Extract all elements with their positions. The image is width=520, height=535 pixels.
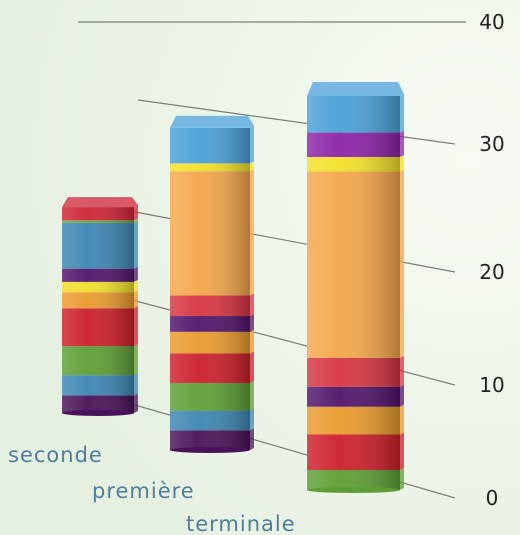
bar-segment-side xyxy=(134,205,138,221)
bar-segment-side xyxy=(134,290,138,309)
category-label-2: terminale xyxy=(186,512,296,535)
bar-segment-side xyxy=(134,373,138,396)
bar-segment-side xyxy=(250,381,254,411)
bar-segment-side xyxy=(250,293,254,317)
bar-segment-side xyxy=(250,161,254,172)
bar-segment-side xyxy=(134,306,138,347)
bar-top-cap xyxy=(307,81,404,96)
bar-base xyxy=(62,410,134,416)
bar-segment-side xyxy=(400,169,404,358)
bar-base xyxy=(307,487,400,493)
bar-top-cap xyxy=(62,197,138,208)
y-tick-label-40: 40 xyxy=(479,10,504,34)
bar-segment-side xyxy=(250,428,254,450)
y-axis-ticks: 0 10 20 30 40 xyxy=(479,10,504,510)
bar-segment-side xyxy=(400,93,404,133)
bar-terminale xyxy=(307,81,404,493)
bar-segment-side xyxy=(400,130,404,157)
bar-segment-side xyxy=(134,393,138,413)
bar-base xyxy=(170,447,250,453)
bar-top-highlight xyxy=(307,81,404,96)
bar-segment-side xyxy=(250,169,254,296)
category-label-0: seconde xyxy=(8,443,103,467)
bar-segment-side xyxy=(134,220,138,269)
bar-segment-side xyxy=(134,344,138,376)
bar-première xyxy=(170,115,254,453)
bar-segment-side xyxy=(400,355,404,387)
bar-segment-side xyxy=(400,468,404,490)
bars xyxy=(62,81,404,493)
bar-shading xyxy=(307,95,400,490)
bar-top-cap xyxy=(170,115,254,128)
bar-segment-side xyxy=(250,329,254,354)
bar-segment-side xyxy=(134,218,138,223)
category-labels: seconde première terminale xyxy=(8,443,296,535)
bar-segment-side xyxy=(250,125,254,164)
y-tick-label-20: 20 xyxy=(479,260,504,284)
bar-segment-side xyxy=(400,155,404,172)
bar-segment-side xyxy=(250,314,254,332)
bar-shading xyxy=(170,127,250,450)
bar-shading xyxy=(62,207,134,413)
bar-segment-side xyxy=(134,266,138,282)
y-tick-label-0: 0 xyxy=(486,486,499,510)
bar-top-highlight xyxy=(62,197,138,208)
bar-segment-side xyxy=(250,351,254,384)
bar-seconde xyxy=(62,197,138,416)
bar-segment-side xyxy=(134,279,138,293)
y-tick-label-10: 10 xyxy=(479,373,504,397)
bar-top-highlight xyxy=(170,115,254,128)
category-label-1: première xyxy=(92,479,195,503)
bar-segment-side xyxy=(250,408,254,431)
bar-segment-side xyxy=(400,404,404,435)
bar-segment-side xyxy=(400,384,404,407)
bar-segment-side xyxy=(400,432,404,471)
y-tick-label-30: 30 xyxy=(479,132,504,156)
